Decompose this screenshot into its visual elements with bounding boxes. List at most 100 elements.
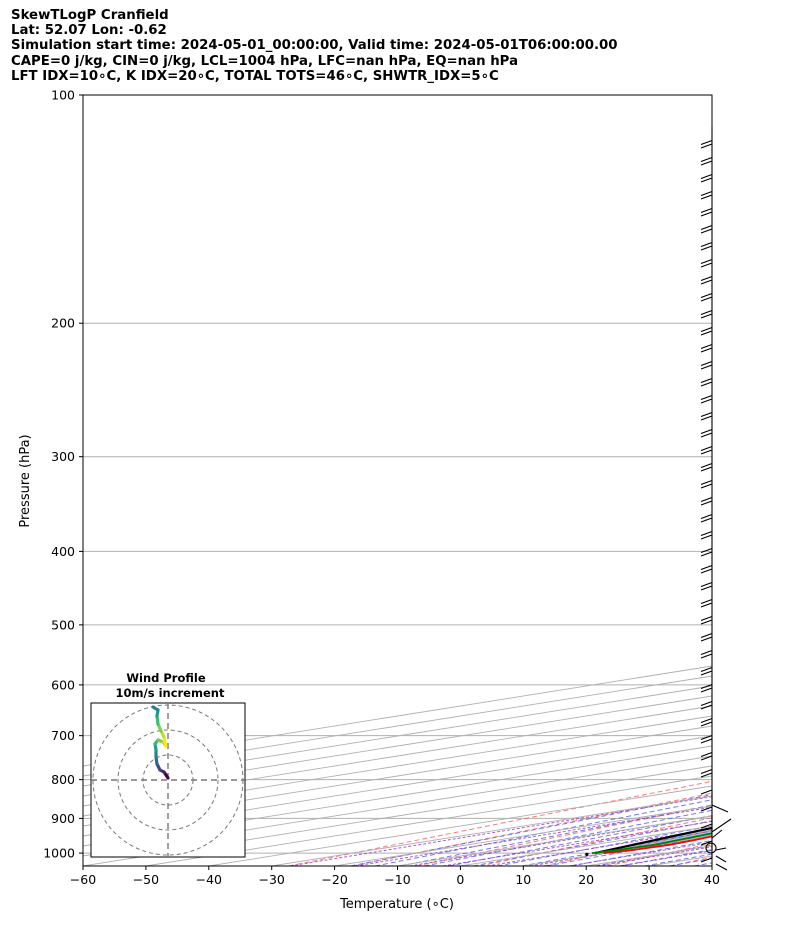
wind-barb <box>700 535 713 557</box>
y-tick-label: 100 <box>51 88 75 103</box>
wind-barb <box>700 178 713 200</box>
isotherm-line <box>83 715 712 817</box>
wind-barb <box>700 280 713 302</box>
wind-barb <box>700 416 713 438</box>
wind-barb <box>700 331 713 353</box>
y-tick-label: 600 <box>51 677 75 692</box>
isotherm-line <box>649 855 712 866</box>
moist-adiabat <box>350 794 712 866</box>
time-text: Simulation start time: 2024-05-01_00:00:… <box>11 38 618 54</box>
wind-barb <box>700 841 713 863</box>
dry-adiabat <box>352 792 712 866</box>
wind-barb <box>700 195 713 217</box>
isotherm-line <box>460 825 712 866</box>
wind-barb <box>700 773 713 795</box>
wind-barb <box>700 365 713 387</box>
wind-barb <box>700 144 713 166</box>
x-tick-label: −30 <box>259 872 285 887</box>
x-tick-label: 40 <box>704 872 720 887</box>
wind-barb <box>700 552 713 574</box>
cape-text: CAPE=0 j/kg, CIN=0 j/kg, LCL=1004 hPa, L… <box>11 53 519 69</box>
dry-adiabat <box>606 843 712 866</box>
isotherm-line <box>586 845 712 866</box>
wind-barb <box>700 246 713 268</box>
y-tick-label: 200 <box>51 316 75 331</box>
wind-barb <box>700 518 713 540</box>
moist-adiabat <box>374 799 712 866</box>
dry-adiabat <box>670 856 712 866</box>
wind-barb <box>700 229 713 251</box>
y-tick-label: 700 <box>51 728 75 743</box>
wind-barb <box>700 654 713 676</box>
x-tick-label: −40 <box>196 872 222 887</box>
wind-barb <box>711 790 732 839</box>
dry-adiabat <box>543 829 712 866</box>
chart-header: SkewTLogP Cranfield Lat: 52.07 Lon: -0.6… <box>11 8 618 84</box>
isotherm-line <box>83 725 712 827</box>
isotherm-line <box>397 815 712 866</box>
isotherm-line <box>83 685 712 787</box>
y-tick-label: 900 <box>51 811 75 826</box>
wind-barb <box>700 433 713 455</box>
moist-adiabat <box>473 820 712 866</box>
wind-barb <box>700 705 713 727</box>
isotherm-line <box>83 735 712 837</box>
x-tick-label: 20 <box>578 872 594 887</box>
wind-barb <box>700 722 713 744</box>
wind-barb <box>700 603 713 625</box>
hodograph-trace <box>151 705 160 712</box>
moist-adiabat <box>595 844 712 866</box>
inset-title: Wind Profile <box>126 671 206 685</box>
dry-adiabat <box>734 95 794 866</box>
parcel-profile-line <box>594 826 712 855</box>
moist-adiabat <box>693 862 712 866</box>
isotherm-line <box>271 795 712 866</box>
location-text: Lat: 52.07 Lon: -0.62 <box>11 23 167 39</box>
wind-barb <box>700 671 713 693</box>
moist-adiabat <box>448 815 712 866</box>
x-tick-label: 10 <box>515 872 531 887</box>
dry-adiabat <box>479 817 712 866</box>
mixing-ratio-line <box>619 850 712 866</box>
wind-barb <box>715 847 728 871</box>
wind-barb <box>700 263 713 285</box>
isotherm-line <box>83 695 712 797</box>
x-tick-label: −60 <box>70 872 96 887</box>
moist-adiabat <box>424 809 712 866</box>
mixing-ratio-line <box>443 820 712 866</box>
y-tick-label: 400 <box>51 544 75 559</box>
wind-barb <box>700 450 713 472</box>
x-tick-label: 0 <box>456 872 464 887</box>
calm-wind-circle <box>705 842 717 854</box>
isotherm-line <box>83 705 712 807</box>
wind-barb <box>700 569 713 591</box>
wind-barb <box>700 467 713 489</box>
wind-barb <box>700 756 713 778</box>
dry-adiabat <box>416 804 712 866</box>
isotherm-line <box>523 835 712 866</box>
mixing-ratio-line <box>409 815 712 866</box>
hodograph-inset: Wind Profile 10m/s increment <box>90 671 246 858</box>
isotherm-line <box>711 865 712 866</box>
x-tick-label: −50 <box>133 872 159 887</box>
isotherm-line <box>334 805 712 866</box>
indices-text: LFT IDX=10∘C, K IDX=20∘C, TOTAL TOTS=46∘… <box>11 68 499 84</box>
moist-adiabat <box>744 95 794 866</box>
x-tick-label: −20 <box>321 872 347 887</box>
moist-adiabat <box>719 95 794 866</box>
x-tick-label: 30 <box>641 872 657 887</box>
isotherm-line <box>83 675 712 777</box>
wind-barb <box>700 586 713 608</box>
y-tick-label: 1000 <box>43 846 75 861</box>
isotherm-line <box>83 665 712 767</box>
wind-barb <box>700 620 713 642</box>
wind-barb <box>700 297 713 319</box>
wind-barb <box>700 484 713 506</box>
y-tick-label: 300 <box>51 449 75 464</box>
y-tick-label: 800 <box>51 772 75 787</box>
moist-adiabat <box>644 853 712 866</box>
wind-barb <box>700 739 713 761</box>
moist-adiabat <box>669 857 712 866</box>
wind-barb <box>700 212 713 234</box>
lcl-marker <box>585 852 589 857</box>
